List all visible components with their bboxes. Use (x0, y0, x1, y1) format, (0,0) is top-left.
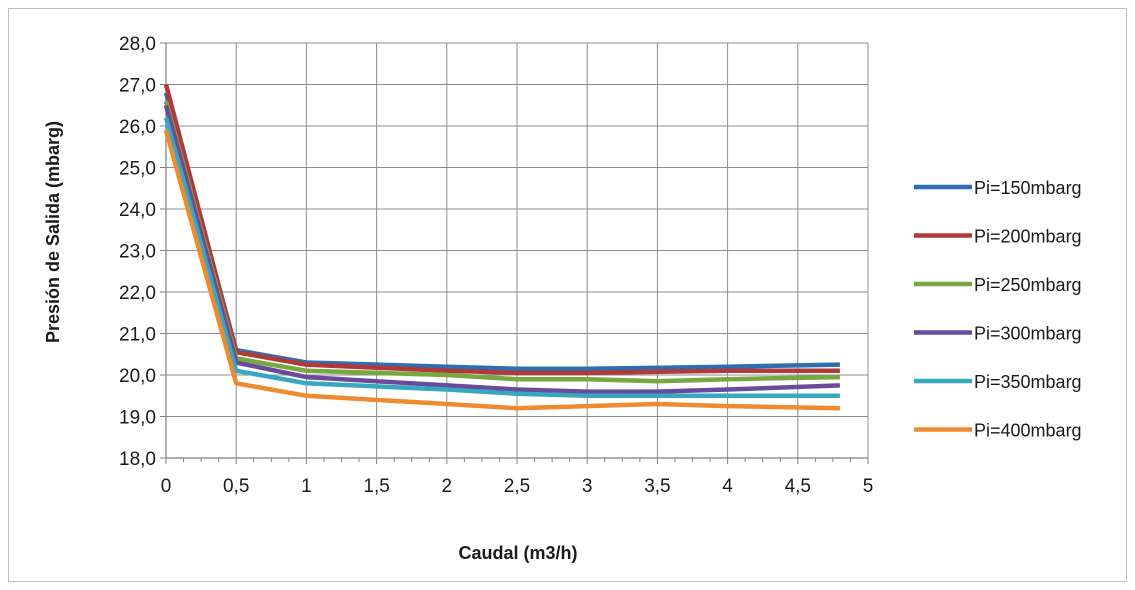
series-line-pi-400mbarg (163, 129, 840, 411)
y-tick-label: 23,0 (119, 242, 156, 263)
series-line-pi-150mbarg (163, 92, 840, 372)
legend-label-pi-350mbarg: Pi=350mbarg (974, 372, 1082, 392)
x-tick-label: 3,5 (644, 476, 670, 497)
chart-svg: 18,0 19,0 20,0 21,0 22,0 23,0 24,0 25,0 26,0 27,0… (43, 34, 1082, 563)
x-tick-label: 3 (582, 476, 593, 497)
y-tick-label: 21,0 (119, 325, 156, 346)
legend-label-pi-400mbarg: Pi=400mbarg (974, 421, 1082, 441)
series-line-pi-350mbarg (163, 117, 840, 399)
legend-label-pi-250mbarg: Pi=250mbarg (974, 275, 1082, 295)
x-tick-label: 5 (863, 476, 874, 497)
legend-label-pi-300mbarg: Pi=300mbarg (974, 324, 1082, 344)
x-tick-label: 2,5 (504, 476, 530, 497)
series-line-pi-250mbarg (163, 100, 840, 384)
y-tick-label: 25,0 (119, 159, 156, 180)
x-tick-label: 2 (442, 476, 453, 497)
x-tick-label: 0 (161, 476, 172, 497)
y-tick-label: 20,0 (119, 366, 156, 387)
x-tick-label: 1,5 (363, 476, 389, 497)
tick-labels: 18,0 19,0 20,0 21,0 22,0 23,0 24,0 25,0 26,0 27,0… (119, 34, 873, 497)
y-axis-title: Presión de Salida (mbarg) (43, 121, 63, 343)
y-tick-label: 28,0 (119, 34, 156, 55)
series-line-pi-200mbarg (163, 83, 840, 376)
y-tick-label: 22,0 (119, 283, 156, 304)
x-tick-label: 0,5 (223, 476, 249, 497)
x-tick-label: 4 (722, 476, 733, 497)
chart-frame: 18,0 19,0 20,0 21,0 22,0 23,0 24,0 25,0 26,0 27,0… (8, 8, 1127, 582)
x-tick-label: 4,5 (785, 476, 811, 497)
y-tick-label: 26,0 (119, 117, 156, 138)
y-tick-label: 18,0 (119, 449, 156, 470)
series-line-pi-300mbarg (163, 104, 840, 394)
series-layer (163, 83, 840, 411)
axis-layer (160, 42, 869, 464)
x-tick-label: 1 (301, 476, 312, 497)
y-tick-label: 19,0 (119, 408, 156, 429)
y-tick-label: 27,0 (119, 76, 156, 97)
x-axis-title: Caudal (m3/h) (458, 543, 577, 563)
y-tick-label: 24,0 (119, 200, 156, 221)
legend: Pi=150mbarg Pi=200mbarg Pi=250mbarg Pi=300m… (914, 178, 1082, 441)
legend-label-pi-150mbarg: Pi=150mbarg (974, 178, 1082, 198)
legend-label-pi-200mbarg: Pi=200mbarg (974, 227, 1082, 247)
